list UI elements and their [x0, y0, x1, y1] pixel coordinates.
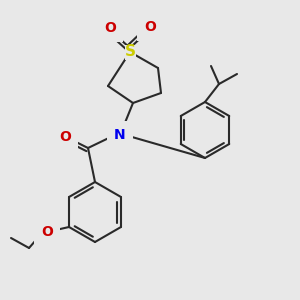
- Text: O: O: [59, 130, 71, 144]
- Text: O: O: [41, 225, 53, 239]
- Text: S: S: [124, 44, 136, 59]
- Text: O: O: [144, 20, 156, 34]
- Text: O: O: [104, 21, 116, 35]
- Text: N: N: [114, 128, 126, 142]
